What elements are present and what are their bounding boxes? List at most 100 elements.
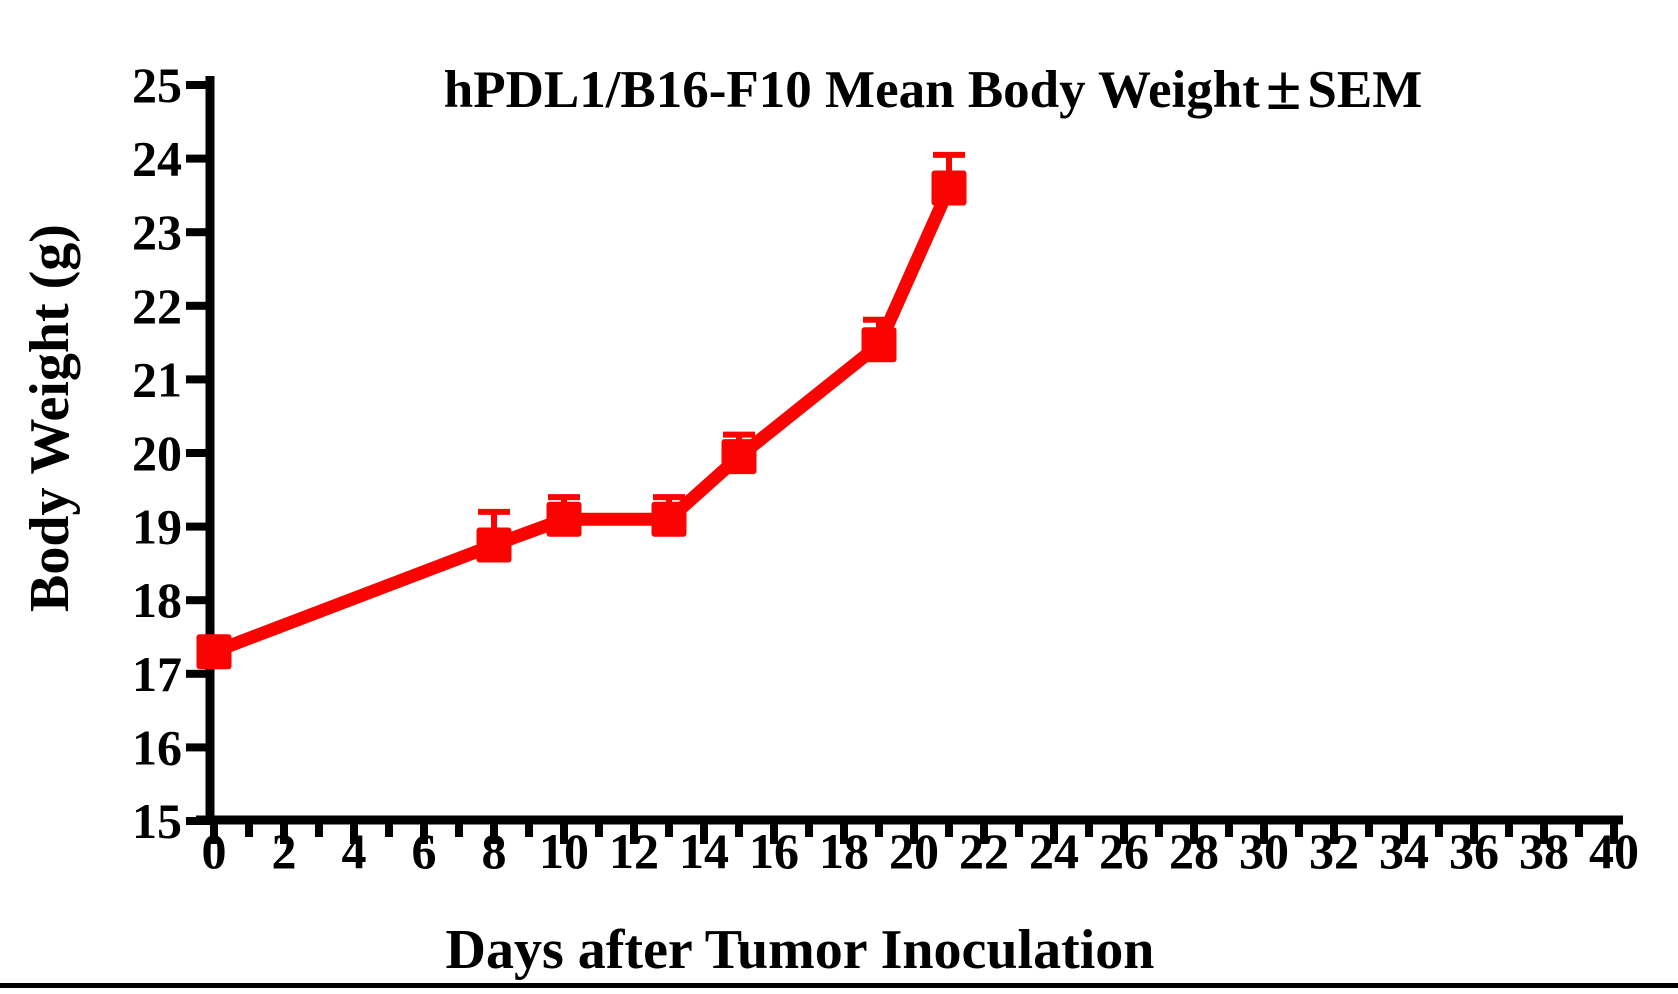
x-axis-tick-label: 10 [539,823,589,879]
y-axis-tick-label: 16 [132,719,182,775]
bottom-divider [0,983,1678,988]
x-axis-tick [1190,818,1198,844]
x-axis-tick [1540,818,1548,844]
x-axis-tick [805,818,813,837]
x-axis-tick [420,818,428,844]
x-axis-tick [1330,818,1338,844]
x-axis-tick [525,818,533,837]
data-point-marker [546,501,582,537]
data-point-marker [196,634,232,670]
x-axis-tick [1015,818,1023,837]
x-axis-tick-label: 28 [1169,823,1219,879]
x-axis-tick [770,818,778,844]
x-axis-tick [1155,818,1163,837]
x-axis-tick [1575,818,1583,837]
x-axis-tick [1400,818,1408,844]
y-axis-tick [186,669,210,678]
x-axis-tick [560,818,568,844]
x-axis-tick [910,818,918,844]
x-axis-line [196,815,1623,825]
x-axis-tick [980,818,988,844]
x-axis-tick-label: 18 [819,823,869,879]
x-axis-tick [945,818,953,837]
y-axis-tick [186,449,210,457]
y-axis-tick-label: 23 [132,204,182,260]
x-axis-tick [350,818,358,844]
y-axis-tick-label: 24 [132,131,182,187]
data-point-marker [721,439,757,475]
x-axis-tick [1050,818,1058,844]
y-axis-tick [186,154,210,163]
y-axis-tick-label: 18 [132,572,182,628]
x-axis-tick [1365,818,1373,837]
x-axis-tick-label: 24 [1029,823,1079,879]
x-axis-tick-label: 40 [1589,823,1639,879]
y-axis-tick-label: 15 [132,793,182,849]
x-axis-tick [280,818,288,844]
x-axis-tick [455,818,463,837]
x-axis-tick [1260,818,1268,844]
x-axis-tick [1120,818,1128,844]
x-axis-tick [385,818,393,837]
y-axis-tick [186,81,210,89]
x-axis-tick-label: 26 [1099,823,1149,879]
y-axis-tick [186,596,210,605]
x-axis-tick-label: 6 [412,823,437,879]
x-axis-tick-label: 36 [1449,823,1499,879]
y-axis-tick [186,375,210,384]
x-axis-tick [630,818,638,844]
y-axis-tick-label: 19 [132,499,182,555]
series-line [207,181,956,659]
x-axis-title: Days after Tumor Inoculation [445,919,1155,981]
chart-title: hPDL1/B16-F10 Mean Body Weight± SEM [444,48,1423,123]
chart-title-text: hPDL1/B16-F10 Mean Body Weight [443,61,1260,119]
y-axis-tick [186,522,210,531]
x-axis-tick-label: 16 [749,823,799,879]
x-axis-tick [875,818,883,837]
data-point-marker [651,501,687,537]
x-axis-tick [245,818,253,837]
x-axis-tick-label: 20 [889,823,939,879]
data-point-marker [931,170,967,206]
x-axis-tick-label: 2 [272,823,297,879]
x-axis-tick-label: 38 [1519,823,1569,879]
x-axis-tick [1505,818,1513,837]
x-axis-tick-label: 0 [202,823,227,879]
y-axis-tick-label: 22 [132,278,182,334]
y-axis-tick-label: 21 [132,351,182,407]
x-axis-tick [700,818,708,844]
y-axis-tick [186,228,210,237]
x-axis-tick [490,818,498,844]
y-axis-tick [186,301,210,310]
y-axis-tick-label: 20 [132,425,182,481]
y-axis-tick-label: 17 [132,646,182,702]
x-axis-tick-label: 8 [482,823,507,879]
x-axis-tick-label: 22 [959,823,1009,879]
x-axis-tick [1295,818,1303,837]
x-axis-tick [210,818,218,844]
chart-title-sem: SEM [1307,61,1423,119]
x-axis-tick-label: 4 [342,823,367,879]
x-axis-tick-label: 12 [609,823,659,879]
y-axis-tick-label: 25 [132,57,182,113]
x-axis-tick-label: 14 [679,823,729,879]
x-axis-tick [840,818,848,844]
x-axis-tick [665,818,673,837]
x-axis-tick [735,818,743,837]
plus-minus-symbol: ± [1265,51,1302,123]
y-axis-tick [186,817,210,825]
x-axis-tick [1435,818,1443,837]
x-axis-tick [1470,818,1478,844]
x-axis-tick-label: 32 [1309,823,1359,879]
data-point-marker [476,527,512,563]
x-axis-tick [595,818,603,837]
x-axis-tick-label: 30 [1239,823,1289,879]
x-axis-tick [1610,818,1618,844]
x-axis-tick [1225,818,1233,837]
x-axis-tick [1085,818,1093,837]
data-point-marker [861,327,897,363]
x-axis-tick-label: 34 [1379,823,1429,879]
x-axis-tick [315,818,323,837]
